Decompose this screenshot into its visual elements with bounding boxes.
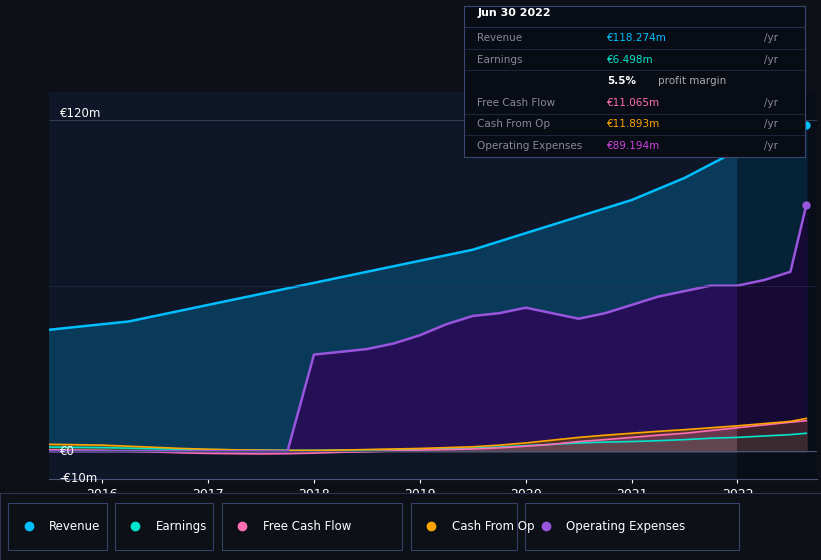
Text: Earnings: Earnings [478, 55, 523, 64]
Text: /yr: /yr [764, 98, 777, 108]
Text: €89.194m: €89.194m [607, 141, 660, 151]
Text: Operating Expenses: Operating Expenses [566, 520, 686, 533]
Text: /yr: /yr [764, 55, 777, 64]
Text: Operating Expenses: Operating Expenses [478, 141, 583, 151]
Text: €11.893m: €11.893m [607, 119, 660, 129]
Text: €120m: €120m [60, 107, 101, 120]
Bar [525, 503, 739, 550]
Text: /yr: /yr [764, 33, 777, 43]
Bar [115, 503, 213, 550]
Text: Free Cash Flow: Free Cash Flow [478, 98, 556, 108]
Text: Cash From Op: Cash From Op [452, 520, 534, 533]
Text: 5.5%: 5.5% [607, 76, 636, 86]
Text: €118.274m: €118.274m [607, 33, 667, 43]
Text: €0: €0 [60, 445, 75, 458]
Text: Free Cash Flow: Free Cash Flow [263, 520, 351, 533]
Text: profit margin: profit margin [658, 76, 727, 86]
Text: -€10m: -€10m [60, 472, 98, 486]
Text: /yr: /yr [764, 141, 777, 151]
Text: Revenue: Revenue [478, 33, 523, 43]
Text: €11.065m: €11.065m [607, 98, 660, 108]
Text: Earnings: Earnings [156, 520, 208, 533]
Text: €6.498m: €6.498m [607, 55, 654, 64]
Text: Cash From Op: Cash From Op [478, 119, 551, 129]
Bar [410, 503, 517, 550]
Text: Jun 30 2022: Jun 30 2022 [478, 8, 551, 18]
Text: Revenue: Revenue [49, 520, 101, 533]
Text: /yr: /yr [764, 119, 777, 129]
Bar [8, 503, 107, 550]
Bar [737, 92, 817, 479]
Bar [222, 503, 402, 550]
